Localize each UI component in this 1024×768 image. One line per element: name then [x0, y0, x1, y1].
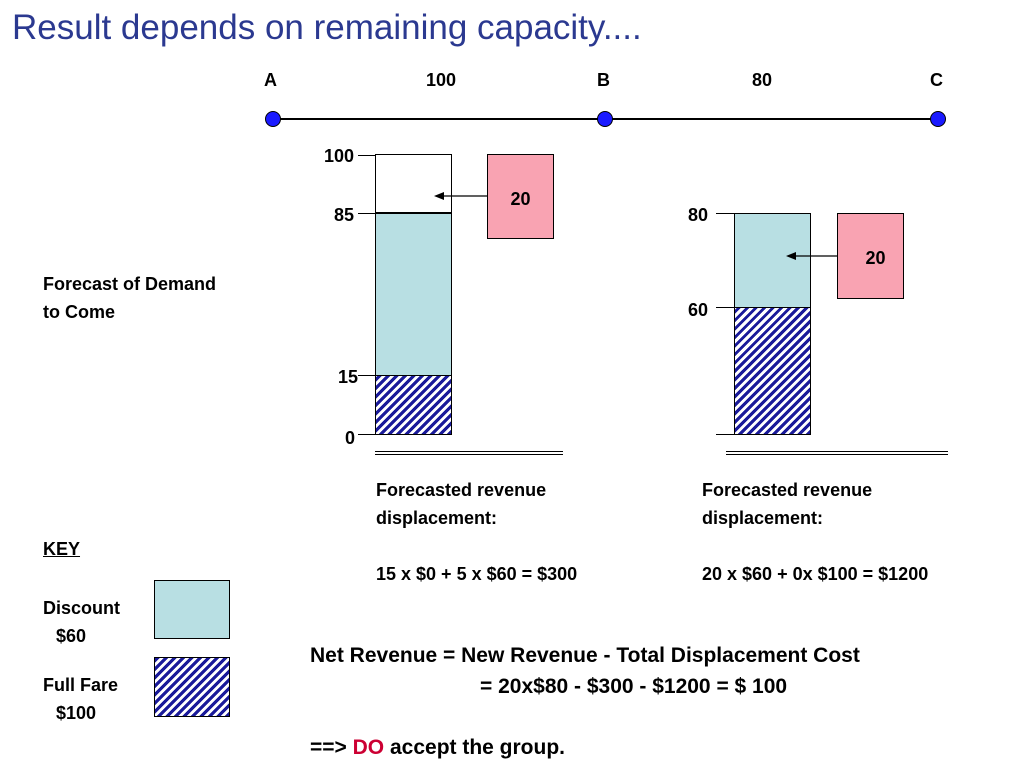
- key-fullfare-swatch: [154, 657, 230, 717]
- tick-mark: [358, 213, 376, 214]
- arrow-left-icon: [786, 252, 838, 260]
- key-heading: KEY: [43, 539, 81, 559]
- right-revenue-line2: displacement:: [702, 508, 824, 528]
- route-node-c: [930, 111, 946, 127]
- left-revenue-line1: Forecasted revenue: [376, 480, 547, 500]
- key-fullfare-value: $100: [56, 703, 97, 723]
- full-fare-demand-segment: [734, 307, 811, 435]
- tick-mark: [358, 155, 376, 156]
- left-revenue-formula: 15 x $0 + 5 x $60 = $300: [376, 564, 578, 584]
- tick-mark: [716, 434, 734, 435]
- net-revenue-line1: Net Revenue = New Revenue - Total Displa…: [310, 644, 860, 667]
- arrow-left-icon: [434, 192, 488, 200]
- route-node-a: [265, 111, 281, 127]
- left-revenue-text: Forecasted revenue displacement: 15 x $0…: [376, 476, 577, 588]
- remaining-capacity-segment: [375, 154, 452, 214]
- tick-label-15: 15: [337, 367, 358, 387]
- group-request-box: 20: [487, 154, 554, 239]
- conclusion: ==> DO accept the group.: [310, 736, 565, 760]
- group-request-box: 20: [837, 213, 904, 299]
- forecast-label-line2: to Come: [43, 302, 115, 322]
- tick-mark: [358, 375, 376, 376]
- left-revenue-line2: displacement:: [376, 508, 498, 528]
- route-node-b: [597, 111, 613, 127]
- tick-label-0: 0: [344, 428, 355, 448]
- page-title: Result depends on remaining capacity....: [12, 8, 642, 47]
- key-discount-swatch: [154, 580, 230, 639]
- discount-demand-segment: [375, 212, 452, 376]
- net-revenue-line2: = 20x$80 - $300 - $1200 = $ 100: [480, 675, 788, 698]
- key-discount-value: $60: [56, 626, 87, 646]
- tick-label-60: 60: [687, 300, 708, 320]
- tick-label-85: 85: [333, 205, 354, 225]
- tick-label-80: 80: [687, 205, 708, 225]
- node-label-a: A: [264, 70, 277, 90]
- group-request-value: 20: [510, 189, 531, 209]
- baseline-double-line: [375, 451, 563, 455]
- node-label-c: C: [930, 70, 943, 90]
- key-discount-text: Discount: [43, 598, 121, 618]
- tick-mark: [716, 213, 734, 214]
- conclusion-highlight: DO: [352, 736, 385, 759]
- forecast-label-line1: Forecast of Demand: [43, 274, 217, 294]
- group-request-value: 20: [865, 248, 886, 268]
- key-discount-label: Discount $60: [43, 594, 120, 650]
- tick-mark: [358, 434, 376, 435]
- leg-capacity-ab: 100: [426, 70, 457, 90]
- right-revenue-line1: Forecasted revenue: [702, 480, 873, 500]
- baseline-double-line: [726, 451, 948, 455]
- key-fullfare-text: Full Fare: [43, 675, 119, 695]
- conclusion-prefix: ==>: [310, 736, 353, 759]
- leg-capacity-bc: 80: [752, 70, 773, 90]
- forecast-label: Forecast of Demand to Come: [43, 270, 216, 326]
- conclusion-suffix: accept the group.: [384, 736, 565, 759]
- tick-mark: [716, 307, 734, 308]
- right-revenue-formula: 20 x $60 + 0x $100 = $1200: [702, 564, 929, 584]
- key-fullfare-label: Full Fare $100: [43, 671, 118, 727]
- full-fare-demand-segment: [375, 375, 452, 435]
- right-revenue-text: Forecasted revenue displacement: 20 x $6…: [702, 476, 928, 588]
- node-label-b: B: [597, 70, 610, 90]
- tick-label-100: 100: [323, 146, 354, 166]
